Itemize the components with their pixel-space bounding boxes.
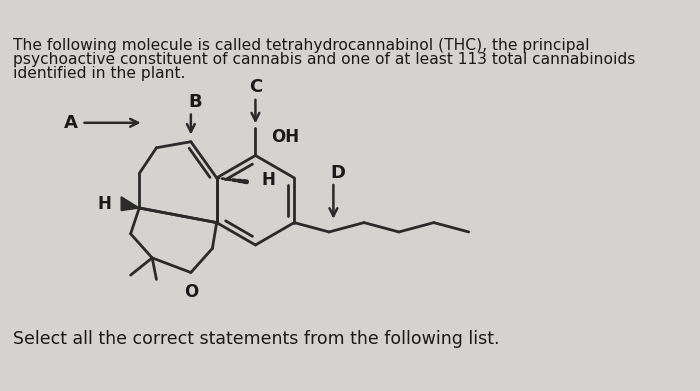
Text: Select all the correct statements from the following list.: Select all the correct statements from t…	[13, 330, 499, 348]
Text: H: H	[261, 171, 275, 190]
Polygon shape	[121, 197, 139, 211]
Text: OH: OH	[271, 127, 299, 145]
Text: H: H	[98, 195, 112, 213]
Text: O: O	[183, 283, 198, 301]
Text: D: D	[330, 165, 345, 183]
Text: The following molecule is called tetrahydrocannabinol (THC), the principal: The following molecule is called tetrahy…	[13, 38, 589, 54]
Text: A: A	[64, 114, 78, 132]
Text: identified in the plant.: identified in the plant.	[13, 66, 185, 81]
Text: C: C	[248, 78, 262, 96]
Text: psychoactive constituent of cannabis and one of at least 113 total cannabinoids: psychoactive constituent of cannabis and…	[13, 52, 635, 67]
Text: B: B	[188, 93, 202, 111]
